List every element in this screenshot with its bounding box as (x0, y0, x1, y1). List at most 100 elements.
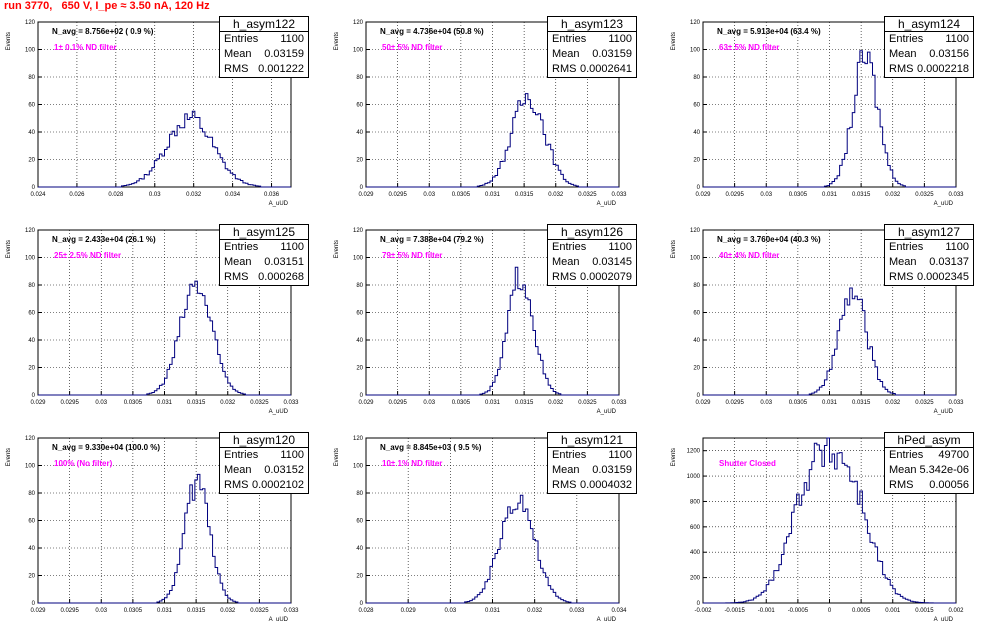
navg-annotation: N_avg = 8.845e+03 ( 9.5 %) (380, 443, 482, 452)
y-tick-label: 120 (353, 20, 364, 26)
histogram-line (703, 50, 956, 188)
stat-label: Mean (552, 48, 580, 60)
x-tick-label: 0.03 (760, 400, 772, 406)
x-axis-label: A_uUD (597, 201, 617, 207)
y-tick-label: 80 (356, 75, 363, 81)
y-tick-label: 120 (25, 228, 36, 234)
stat-value: 0.00056 (929, 479, 969, 491)
x-tick-label: 0.0305 (124, 400, 143, 406)
y-tick-label: 0 (697, 601, 701, 607)
y-axis-label: Events (334, 448, 340, 466)
y-tick-label: 100 (25, 256, 36, 262)
x-tick-label: 0.0305 (789, 400, 808, 406)
stat-label: Mean (552, 464, 580, 476)
page-title: run 3770, 650 V, I_pe ≈ 3.50 nA, 120 Hz (4, 0, 210, 12)
stats-box: h_asym127 Entries 1100 Mean 0.03137 RMS 0.0002… (884, 224, 974, 286)
stat-row-rms: RMS 0.0002079 (548, 270, 636, 285)
stat-row-entries: Entries 1100 (220, 448, 308, 463)
x-tick-label: 0.029 (401, 608, 417, 614)
navg-annotation: N_avg = 4.736e+04 (50.8 %) (380, 27, 484, 36)
stat-row-rms: RMS 0.0002641 (548, 62, 636, 77)
y-tick-label: 20 (693, 366, 700, 372)
x-tick-label: 0.002 (948, 608, 964, 614)
y-tick-label: 80 (693, 283, 700, 289)
x-tick-label: 0.033 (569, 608, 585, 614)
y-tick-label: 20 (28, 158, 35, 164)
x-tick-label: 0.0325 (250, 400, 269, 406)
stat-row-rms: RMS 0.00056 (885, 478, 973, 493)
x-tick-label: 0.029 (30, 608, 46, 614)
stat-row-mean: Mean 0.03137 (885, 255, 973, 270)
stat-label: Mean (552, 256, 580, 268)
x-axis-label: A_uUD (269, 201, 289, 207)
navg-annotation: N_avg = 2.433e+04 (26.1 %) (52, 235, 156, 244)
x-tick-label: 0.001 (885, 608, 901, 614)
y-tick-label: 1000 (687, 474, 701, 480)
stat-label: Entries (552, 241, 587, 253)
y-tick-label: 20 (28, 574, 35, 580)
x-tick-label: 0.0325 (578, 192, 597, 198)
y-tick-label: 40 (28, 338, 35, 344)
stat-row-mean: Mean 0.03145 (548, 255, 636, 270)
stat-value: 0.0002218 (917, 63, 969, 75)
x-tick-label: 0.029 (695, 400, 711, 406)
filter-annotation: 50± 5% ND filter (382, 43, 442, 52)
stat-value: 0.0002345 (917, 271, 969, 283)
y-tick-label: 800 (690, 499, 701, 505)
stat-row-mean: Mean 5.342e-06 (885, 463, 973, 478)
stat-row-entries: Entries 1100 (548, 32, 636, 47)
stat-value: 0.03156 (929, 48, 969, 60)
stat-value: 0.0004032 (580, 479, 632, 491)
x-axis-label: A_uUD (269, 409, 289, 415)
x-tick-label: 0.029 (358, 400, 374, 406)
stat-label: RMS (552, 271, 577, 283)
stats-box: h_asym126 Entries 1100 Mean 0.03145 RMS 0.0002… (547, 224, 637, 286)
x-tick-label: 0.033 (283, 608, 299, 614)
x-tick-label: 0.0295 (388, 192, 407, 198)
stat-label: RMS (552, 63, 577, 75)
stat-value: 0.0002102 (252, 479, 304, 491)
x-tick-label: 0.03 (423, 400, 435, 406)
filter-annotation: 79± 5% ND filter (382, 251, 442, 260)
filter-annotation: 1± 0.1% ND filter (54, 43, 117, 52)
stat-value: 5.342e-06 (919, 464, 969, 476)
stat-row-entries: Entries 1100 (220, 32, 308, 47)
stats-box: h_asym125 Entries 1100 Mean 0.03151 RMS 0.0002… (219, 224, 309, 286)
x-tick-label: 0.0315 (187, 400, 206, 406)
x-tick-label: 0.0325 (915, 400, 934, 406)
x-tick-label: 0.033 (611, 192, 627, 198)
y-tick-label: 400 (690, 550, 701, 556)
y-tick-label: 120 (353, 228, 364, 234)
stat-row-mean: Mean 0.03151 (220, 255, 308, 270)
x-tick-label: 0.029 (695, 192, 711, 198)
x-tick-label: -0.0005 (788, 608, 809, 614)
histogram-line (38, 110, 291, 188)
y-tick-label: 40 (356, 338, 363, 344)
x-tick-label: 0.024 (30, 192, 46, 198)
x-tick-label: 0.032 (548, 400, 564, 406)
x-tick-label: 0.0325 (915, 192, 934, 198)
histogram-line (703, 287, 956, 396)
stat-row-rms: RMS 0.000268 (220, 270, 308, 285)
histogram-name: h_asym123 (548, 17, 636, 32)
filter-annotation: 10± 1% ND filter (382, 459, 442, 468)
x-tick-label: 0.0325 (578, 400, 597, 406)
y-tick-label: 100 (353, 48, 364, 54)
stat-row-rms: RMS 0.0002345 (885, 270, 973, 285)
x-tick-label: 0.029 (30, 400, 46, 406)
y-tick-label: 120 (353, 436, 364, 442)
x-tick-label: 0.0305 (452, 400, 471, 406)
y-axis-label: Events (671, 240, 677, 258)
y-axis-label: Events (334, 240, 340, 258)
x-tick-label: 0.0315 (852, 400, 871, 406)
histogram-name: h_asym127 (885, 225, 973, 240)
x-tick-label: 0.0305 (789, 192, 808, 198)
x-tick-label: -0.002 (694, 608, 712, 614)
y-tick-label: 100 (690, 48, 701, 54)
stat-label: RMS (224, 271, 249, 283)
x-tick-label: 0.029 (358, 192, 374, 198)
stat-row-mean: Mean 0.03159 (220, 47, 308, 62)
stat-value: 0.03159 (592, 48, 632, 60)
y-tick-label: 20 (28, 366, 35, 372)
y-tick-label: 20 (693, 158, 700, 164)
